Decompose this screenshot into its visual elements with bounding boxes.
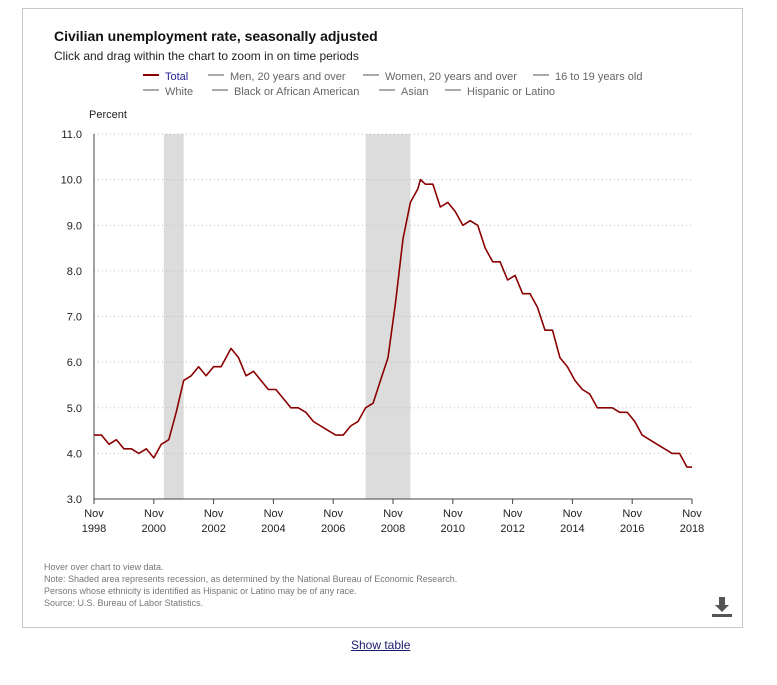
legend-item-hispanic[interactable]: Hispanic or Latino	[445, 86, 555, 98]
legend-item-women-20-over[interactable]: Women, 20 years and over	[363, 71, 517, 83]
legend-swatch	[208, 74, 224, 77]
note-source: Source: U.S. Bureau of Labor Statistics.	[44, 598, 204, 608]
y-axis-label: Percent	[89, 109, 127, 121]
legend-item-16-19[interactable]: 16 to 19 years old	[533, 71, 642, 83]
legend-label: Men, 20 years and over	[230, 71, 346, 83]
y-tick-label: 4.0	[67, 448, 82, 460]
legend-item-total[interactable]: Total	[143, 71, 188, 83]
legend-swatch	[212, 89, 228, 92]
y-tick-label: 10.0	[61, 175, 82, 187]
x-tick-year: 2016	[620, 523, 644, 535]
legend-swatch	[379, 89, 395, 92]
x-tick-year: 2012	[500, 523, 524, 535]
x-tick-month: Nov	[144, 508, 164, 520]
legend-label: Black or African American	[234, 86, 360, 98]
x-tick-month: Nov	[622, 508, 642, 520]
recession-band	[365, 134, 411, 499]
legend-swatch	[533, 74, 549, 77]
x-tick-month: Nov	[264, 508, 284, 520]
x-tick-year: 2000	[142, 523, 166, 535]
x-tick-year: 2004	[261, 523, 285, 535]
legend-label: Total	[165, 71, 189, 83]
y-tick-label: 9.0	[67, 220, 82, 232]
x-tick-year: 2010	[441, 523, 465, 535]
x-tick-year: 1998	[82, 523, 106, 535]
legend-item-asian[interactable]: Asian	[379, 86, 429, 98]
x-tick-year: 2006	[321, 523, 345, 535]
x-tick-month: Nov	[443, 508, 463, 520]
legend-label: Women, 20 years and over	[385, 71, 517, 83]
chart-subtitle: Click and drag within the chart to zoom …	[54, 49, 359, 63]
legend-label: White	[165, 86, 194, 98]
note-ethnicity: Persons whose ethnicity is identified as…	[44, 586, 357, 596]
y-tick-label: 6.0	[67, 357, 82, 369]
y-tick-label: 11.0	[61, 129, 82, 141]
note-hover: Hover over chart to view data.	[44, 562, 164, 572]
legend-item-black[interactable]: Black or African American	[212, 86, 359, 98]
note-recession: Note: Shaded area represents recession, …	[44, 574, 458, 584]
legend-label: Asian	[401, 86, 429, 98]
x-tick-year: 2018	[680, 523, 704, 535]
x-tick-month: Nov	[84, 508, 104, 520]
y-tick-label: 5.0	[67, 403, 82, 415]
download-icon[interactable]	[709, 594, 735, 620]
x-tick-month: Nov	[204, 508, 224, 520]
legend-swatch	[445, 89, 461, 92]
y-tick-label: 7.0	[67, 312, 82, 324]
legend-label: Hispanic or Latino	[467, 86, 556, 98]
x-tick-year: 2014	[560, 523, 584, 535]
x-tick-month: Nov	[383, 508, 403, 520]
x-tick-year: 2002	[201, 523, 225, 535]
legend-label: 16 to 19 years old	[555, 71, 643, 83]
chart-notes: Hover over chart to view data. Note: Sha…	[44, 561, 457, 609]
chart-title: Civilian unemployment rate, seasonally a…	[54, 28, 378, 44]
legend-item-men-20-over[interactable]: Men, 20 years and over	[208, 71, 346, 83]
chart-container: Civilian unemployment rate, seasonally a…	[22, 8, 743, 628]
x-tick-year: 2008	[381, 523, 405, 535]
x-tick-month: Nov	[682, 508, 702, 520]
x-tick-month: Nov	[563, 508, 583, 520]
legend-row-2: White Black or African American Asian Hi…	[23, 86, 744, 100]
y-tick-label: 8.0	[67, 266, 82, 278]
legend-swatch	[143, 89, 159, 92]
line-chart[interactable]: 3.0 4.0 5.0 6.0 7.0 8.0 9.0 10.0 11.0 Nov 1998 Nov 2…	[23, 9, 742, 549]
legend-swatch	[143, 74, 159, 77]
y-tick-label: 3.0	[67, 494, 82, 506]
legend-item-white[interactable]: White	[143, 86, 193, 98]
legend-row-1: Total Men, 20 years and over Women, 20 y…	[23, 71, 744, 85]
x-tick-month: Nov	[503, 508, 523, 520]
legend-swatch	[363, 74, 379, 77]
series-line-total	[94, 178, 692, 468]
show-table-link[interactable]: Show table	[351, 638, 411, 652]
x-tick-month: Nov	[323, 508, 343, 520]
